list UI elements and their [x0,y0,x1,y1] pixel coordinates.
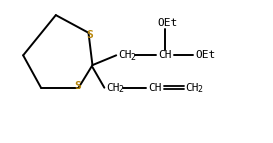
Text: OEt: OEt [158,18,178,28]
Text: CH: CH [118,50,132,60]
Text: CH: CH [158,50,171,60]
Text: S: S [86,30,93,40]
Text: CH: CH [185,83,199,93]
Text: 2: 2 [197,85,202,94]
Text: CH: CH [106,83,120,93]
Text: 2: 2 [118,85,123,94]
Text: CH: CH [148,83,161,93]
Text: OEt: OEt [195,50,216,60]
Text: 2: 2 [130,53,135,62]
Text: S: S [74,81,81,91]
